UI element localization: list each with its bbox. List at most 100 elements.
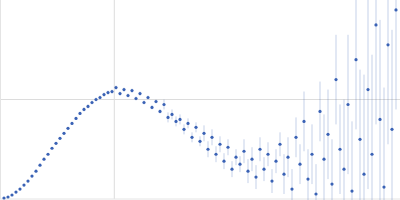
error-bar: [344, 100, 345, 200]
point: [26, 179, 29, 182]
point: [362, 173, 365, 176]
point: [326, 133, 329, 136]
point: [102, 93, 105, 96]
point: [198, 140, 201, 143]
point: [166, 116, 169, 119]
plot-area: [2, 0, 397, 200]
y-axis: [0, 0, 1, 199]
point: [338, 148, 341, 151]
point: [318, 110, 321, 113]
error-bar: [308, 149, 309, 200]
error-bar: [324, 114, 325, 200]
point: [98, 96, 101, 99]
point: [370, 153, 373, 156]
point: [178, 118, 181, 121]
point: [158, 110, 161, 113]
error-bar: [364, 75, 365, 200]
point: [190, 136, 193, 139]
error-bar: [376, 0, 377, 124]
point: [170, 113, 173, 116]
point: [234, 156, 237, 159]
chart: [0, 0, 400, 200]
point: [162, 103, 165, 106]
point: [18, 187, 21, 190]
point: [90, 101, 93, 104]
point: [34, 170, 37, 173]
x-axis: [0, 199, 400, 200]
point: [330, 182, 333, 185]
point: [174, 120, 177, 123]
point: [378, 118, 381, 121]
point: [106, 91, 109, 94]
point: [110, 90, 113, 93]
grid-line-y: [0, 99, 400, 100]
point: [62, 132, 65, 135]
point: [386, 43, 389, 46]
point: [270, 179, 273, 182]
point: [286, 156, 289, 159]
point: [142, 101, 145, 104]
point: [22, 183, 25, 186]
point: [390, 128, 393, 131]
point: [54, 142, 57, 145]
point: [298, 163, 301, 166]
point: [278, 143, 281, 146]
point: [122, 88, 125, 91]
point: [38, 164, 41, 167]
error-bar: [332, 139, 333, 200]
point: [74, 117, 77, 120]
point: [350, 189, 353, 192]
point: [242, 150, 245, 153]
point: [210, 136, 213, 139]
point: [322, 158, 325, 161]
point: [194, 126, 197, 129]
point: [66, 127, 69, 130]
point: [70, 122, 73, 125]
point: [346, 103, 349, 106]
point: [230, 168, 233, 171]
error-bar: [396, 0, 397, 109]
point: [290, 187, 293, 190]
point: [82, 108, 85, 111]
point: [78, 112, 81, 115]
error-bar: [356, 0, 357, 129]
point: [6, 195, 9, 198]
point: [254, 176, 257, 179]
point: [14, 190, 17, 193]
error-bar: [368, 0, 369, 189]
point: [306, 178, 309, 181]
point: [366, 88, 369, 91]
error-bar: [388, 0, 389, 144]
point: [138, 92, 141, 95]
error-bar: [372, 55, 373, 200]
point: [218, 143, 221, 146]
point: [58, 137, 61, 140]
point: [182, 128, 185, 131]
point: [150, 106, 153, 109]
point: [354, 58, 357, 61]
point: [10, 193, 13, 196]
point: [118, 92, 121, 95]
point: [374, 23, 377, 26]
point: [46, 153, 49, 156]
point: [30, 175, 33, 178]
point: [134, 97, 137, 100]
point: [342, 168, 345, 171]
point: [186, 122, 189, 125]
point: [274, 160, 277, 163]
point: [130, 89, 133, 92]
point: [126, 94, 129, 97]
point: [202, 132, 205, 135]
point: [262, 168, 265, 171]
point: [146, 96, 149, 99]
point: [222, 160, 225, 163]
point: [2, 196, 5, 199]
error-bar: [292, 169, 293, 200]
point: [302, 120, 305, 123]
point: [86, 105, 89, 108]
point: [310, 153, 313, 156]
point: [250, 158, 253, 161]
error-bar: [384, 88, 385, 200]
point: [294, 136, 297, 139]
point: [394, 8, 397, 11]
